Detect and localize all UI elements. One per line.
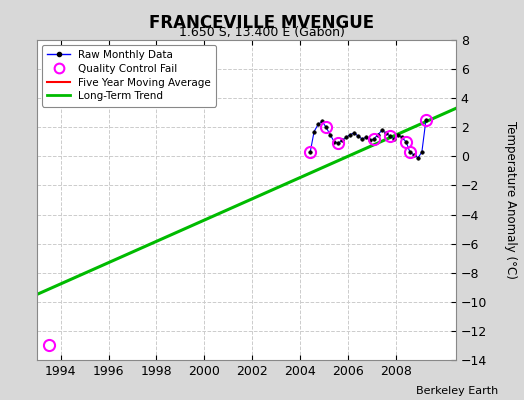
Text: Berkeley Earth: Berkeley Earth (416, 386, 498, 396)
Text: FRANCEVILLE MVENGUE: FRANCEVILLE MVENGUE (149, 14, 375, 32)
Legend: Raw Monthly Data, Quality Control Fail, Five Year Moving Average, Long-Term Tren: Raw Monthly Data, Quality Control Fail, … (42, 45, 216, 106)
Y-axis label: Temperature Anomaly (°C): Temperature Anomaly (°C) (504, 121, 517, 279)
Text: 1.650 S, 13.400 E (Gabon): 1.650 S, 13.400 E (Gabon) (179, 26, 345, 39)
